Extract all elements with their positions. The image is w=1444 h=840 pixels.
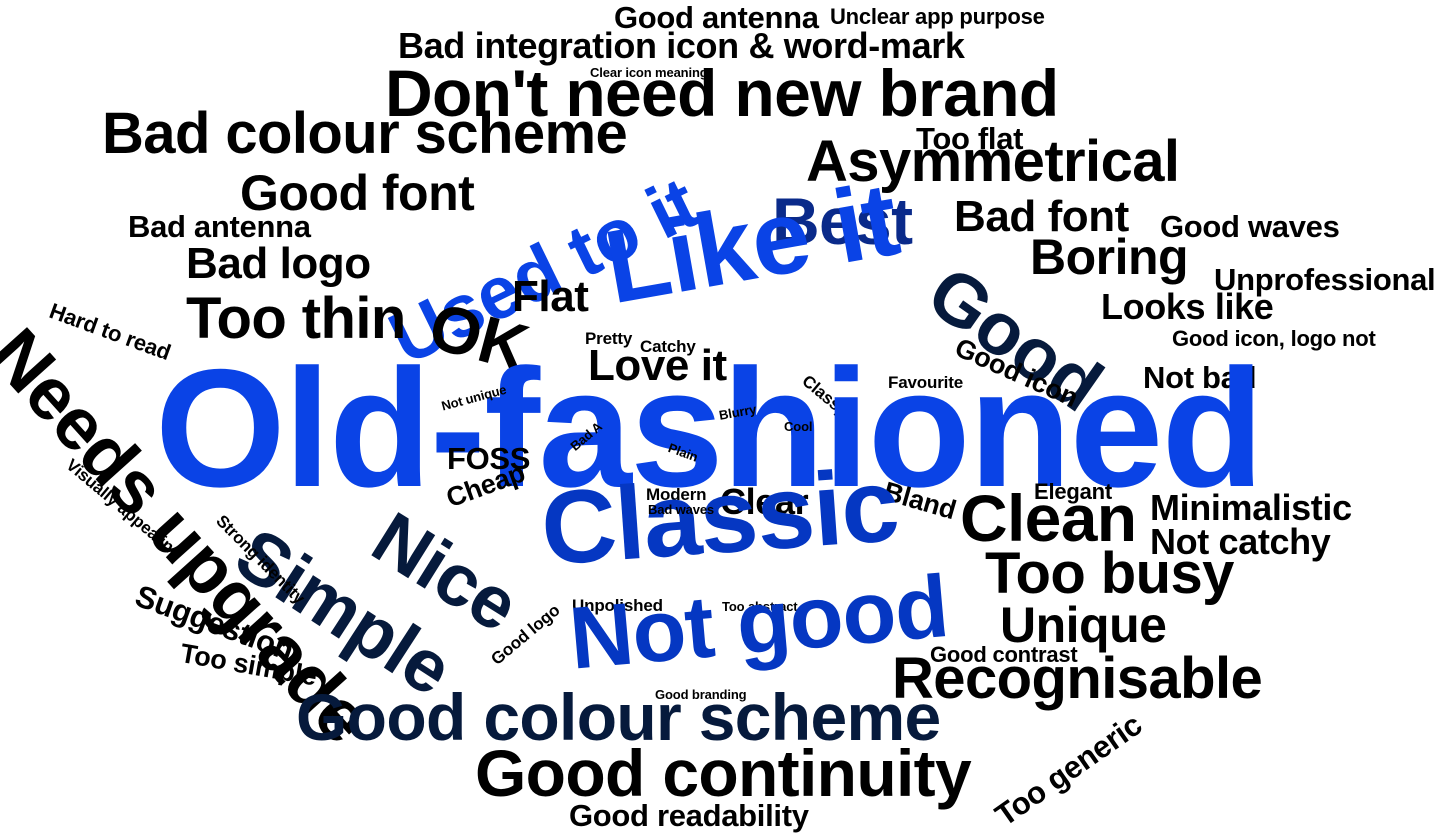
word-cloud-term: Bad antenna	[128, 209, 311, 244]
word-cloud-term: Clear icon meaning	[590, 65, 708, 80]
word-cloud-term: Modern	[646, 485, 707, 504]
word-cloud-term: Minimalistic	[1150, 487, 1352, 528]
word-cloud-term: Love it	[588, 341, 727, 390]
word-cloud-term: Good continuity	[475, 736, 972, 810]
word-cloud-term: Too thin	[186, 286, 406, 351]
word-cloud-term: Clean	[960, 481, 1137, 555]
word-cloud-term: Looks like	[1101, 286, 1274, 327]
word-cloud-term: Bad waves	[648, 502, 715, 517]
word-cloud-term: Pretty	[585, 329, 633, 348]
word-cloud-term: Good colour scheme	[296, 680, 941, 754]
word-cloud-term: Flat	[512, 272, 589, 321]
word-cloud-term: Bad colour scheme	[102, 101, 628, 166]
word-cloud-term: Too flat	[916, 121, 1024, 156]
word-cloud-term: Bad logo	[186, 239, 371, 288]
word-cloud-term: Too abstract	[722, 599, 798, 614]
word-cloud-term: Not bad	[1143, 360, 1257, 395]
word-cloud-term: Unclear app purpose	[830, 4, 1045, 29]
word-cloud-term: Good contrast	[930, 642, 1078, 667]
word-cloud-term: Elegant	[1034, 479, 1112, 504]
word-cloud-term: Good icon, logo not	[1172, 326, 1376, 351]
word-cloud-term: Classic	[537, 447, 902, 588]
word-cloud-term: Too generic	[988, 706, 1149, 834]
word-cloud-term: Unpolished	[572, 596, 663, 615]
word-cloud-term: Good readability	[569, 798, 809, 833]
word-cloud-term: Boring	[1030, 229, 1189, 285]
word-cloud-term: Too busy	[985, 541, 1234, 606]
word-cloud-term: Not catchy	[1150, 521, 1331, 562]
word-cloud-term: Good antenna	[614, 0, 819, 35]
word-cloud-term: Bad integration icon & word-mark	[398, 25, 965, 66]
word-cloud-term: FOSS	[447, 441, 531, 476]
word-cloud-term: Old-fashioned	[155, 334, 1264, 522]
word-cloud-term: Clear	[720, 481, 809, 522]
word-cloud-term: Good waves	[1160, 209, 1340, 244]
word-cloud-term: Good font	[240, 165, 475, 221]
word-cloud-term: Good branding	[655, 687, 747, 702]
word-cloud-term: Recognisable	[892, 646, 1263, 711]
word-cloud-term: Asymmetrical	[806, 129, 1180, 194]
word-cloud-term: Best	[772, 184, 913, 258]
word-cloud-term: Unprofessional	[1214, 262, 1436, 297]
word-cloud-term: Unique	[1000, 597, 1167, 653]
word-cloud-term: Don't need new brand	[385, 56, 1059, 130]
word-cloud-term: Catchy	[640, 337, 696, 356]
word-cloud-term: Cool	[784, 419, 813, 434]
word-cloud-term: Favourite	[888, 373, 963, 392]
word-cloud-term: Bad font	[954, 192, 1129, 241]
